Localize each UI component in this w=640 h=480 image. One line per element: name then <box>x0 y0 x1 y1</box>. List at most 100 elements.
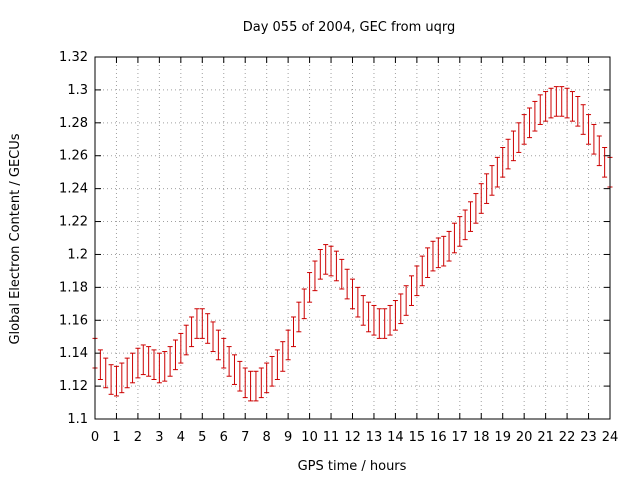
x-tick-label: 15 <box>409 430 426 445</box>
x-tick-label: 6 <box>220 430 228 445</box>
error-bar-point <box>489 165 495 196</box>
error-bar-point <box>146 346 152 377</box>
error-bar-point <box>312 260 318 292</box>
x-tick-label: 7 <box>241 430 249 445</box>
error-bar-point <box>290 316 296 348</box>
error-bar-point <box>237 360 243 392</box>
y-axis-label: Global Electron Content / GECUs <box>8 133 23 344</box>
error-bar-point <box>500 147 506 178</box>
error-bar-point <box>575 95 581 127</box>
x-tick-label: 9 <box>284 430 292 445</box>
x-tick-label: 16 <box>430 430 447 445</box>
error-bar-point <box>97 349 103 381</box>
error-bar-point <box>468 201 474 232</box>
x-tick-label: 23 <box>580 430 597 445</box>
error-bar-point <box>231 354 237 385</box>
y-tick-label: 1.22 <box>59 215 88 230</box>
error-bar-point <box>269 355 275 387</box>
error-bar-point <box>430 240 436 272</box>
error-bar-point <box>527 107 533 139</box>
error-bar-point <box>564 87 570 119</box>
y-tick-label: 1.3 <box>67 83 88 98</box>
error-bar-point <box>543 91 549 122</box>
x-tick-label: 14 <box>387 430 404 445</box>
error-bar-point <box>569 91 575 122</box>
error-bar-point <box>172 339 178 371</box>
x-tick-label: 2 <box>134 430 142 445</box>
error-bar-point <box>242 367 248 399</box>
x-tick-label: 1 <box>112 430 120 445</box>
error-bar-point <box>210 321 216 353</box>
error-bar-point <box>387 304 393 336</box>
error-bar-point <box>167 346 173 377</box>
x-tick-label: 0 <box>91 430 99 445</box>
error-bar-point <box>215 329 221 361</box>
x-tick-label: 18 <box>473 430 490 445</box>
y-tick-label: 1.28 <box>59 116 88 131</box>
error-bar-point <box>516 122 522 153</box>
error-bar-point <box>296 301 302 333</box>
y-tick-label: 1.12 <box>59 379 88 394</box>
error-bar-point <box>591 123 597 155</box>
error-bar-point <box>162 351 168 382</box>
error-bar-point <box>366 301 372 333</box>
error-bar-point <box>435 237 441 269</box>
x-tick-label: 22 <box>559 430 576 445</box>
error-bar-point <box>221 337 227 369</box>
error-bar-point <box>441 235 447 267</box>
error-bar-point <box>317 249 323 280</box>
error-bar-point <box>382 308 388 339</box>
error-bar-point <box>457 216 463 247</box>
x-axis-label: GPS time / hours <box>298 459 407 474</box>
x-tick-label: 19 <box>494 430 511 445</box>
error-bar-point <box>258 367 264 399</box>
y-tick-label: 1.1 <box>67 412 88 427</box>
error-bar-point <box>339 258 345 290</box>
error-bar-point <box>419 255 425 287</box>
error-bar-point <box>140 344 146 376</box>
y-tick-label: 1.16 <box>59 313 88 328</box>
x-tick-label: 24 <box>602 430 619 445</box>
error-bar-point <box>301 288 307 320</box>
chart-title: Day 055 of 2004, GEC from uqrg <box>243 20 456 35</box>
y-tick-label: 1.14 <box>59 346 88 361</box>
error-bar-point <box>194 308 200 339</box>
error-bar-point <box>521 114 527 145</box>
y-tick-label: 1.26 <box>59 149 88 164</box>
error-bar-point <box>285 329 291 361</box>
error-bar-point <box>108 364 114 395</box>
error-bar-point <box>323 244 329 275</box>
error-bar-point <box>510 130 516 162</box>
x-axis-ticks: 0 1 2 3 4 5 6 7 8 9 10 11 12 13 14 15 16 17 18 19 20 21 22 23 24 <box>91 57 618 445</box>
x-tick-label: 4 <box>177 430 185 445</box>
error-bar-point <box>119 362 125 394</box>
x-tick-label: 5 <box>198 430 206 445</box>
x-tick-label: 3 <box>155 430 163 445</box>
error-bar-point <box>189 316 195 348</box>
x-tick-label: 20 <box>516 430 533 445</box>
error-bar-point <box>602 147 608 178</box>
error-bar-point <box>103 357 109 389</box>
x-tick-label: 12 <box>344 430 361 445</box>
error-bar-point <box>205 313 211 344</box>
x-tick-label: 8 <box>263 430 271 445</box>
error-bar-point <box>537 94 543 125</box>
y-tick-label: 1.2 <box>67 247 88 262</box>
x-tick-label: 11 <box>323 430 340 445</box>
error-bar-point <box>328 245 334 277</box>
error-bar-point <box>183 324 189 356</box>
error-bar-point <box>553 86 559 117</box>
data-series <box>92 86 613 402</box>
error-bar-point <box>376 308 382 339</box>
error-bar-point <box>478 183 484 214</box>
error-bar-point <box>248 370 254 402</box>
y-tick-label: 1.18 <box>59 280 88 295</box>
error-bar-point <box>253 370 259 402</box>
error-bar-point <box>274 349 280 381</box>
error-bar-point <box>596 135 602 167</box>
error-bar-point <box>333 250 339 282</box>
error-bar-point <box>280 341 286 372</box>
error-bar-point <box>532 100 538 132</box>
x-tick-label: 13 <box>366 430 383 445</box>
